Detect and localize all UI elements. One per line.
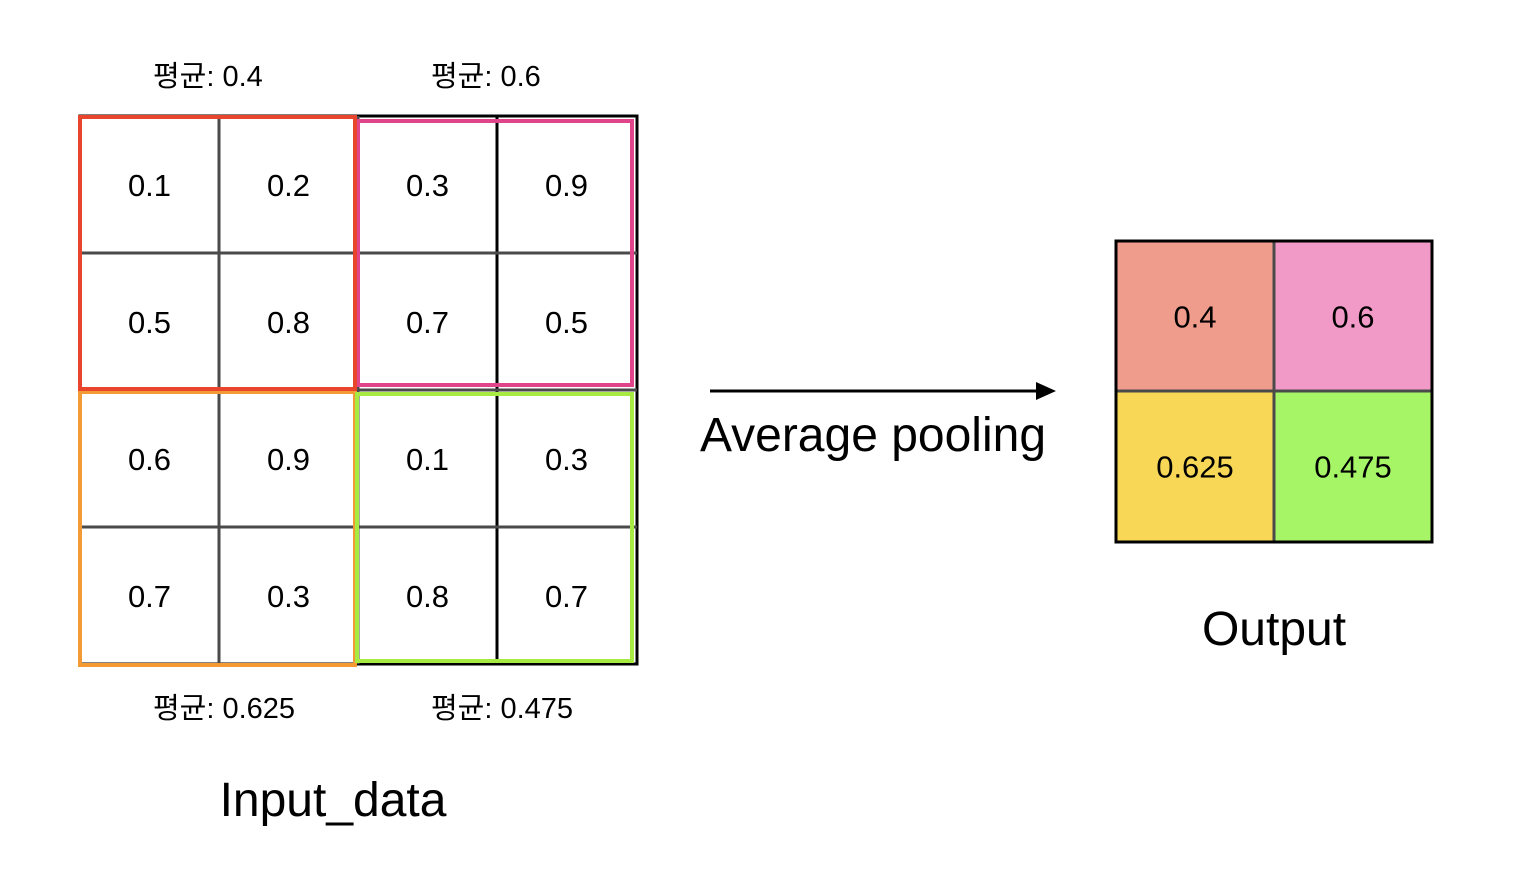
input-cell: 0.8 bbox=[406, 579, 449, 614]
input-cell: 0.3 bbox=[545, 442, 588, 477]
input-title: Input_data bbox=[220, 774, 447, 827]
output-cell-bg bbox=[1116, 241, 1274, 391]
pooling-arrow bbox=[710, 382, 1056, 400]
output-cell: 0.625 bbox=[1156, 450, 1234, 485]
input-cells: 0.1 0.2 0.3 0.9 0.5 0.8 0.7 0.5 0.6 0.9 … bbox=[128, 168, 588, 614]
average-label-bottom-left: 평균: 0.625 bbox=[153, 693, 295, 725]
output-cell-bg bbox=[1274, 391, 1432, 542]
input-cell: 0.5 bbox=[128, 305, 171, 340]
output-cell: 0.475 bbox=[1314, 450, 1392, 485]
output-title: Output bbox=[1202, 603, 1346, 656]
input-cell: 0.7 bbox=[545, 579, 588, 614]
output-cell-bg bbox=[1116, 391, 1274, 542]
input-cell: 0.5 bbox=[545, 305, 588, 340]
output-cell: 0.4 bbox=[1173, 300, 1216, 335]
average-label-bottom-right: 평균: 0.475 bbox=[431, 693, 573, 725]
pooling-window-top-right bbox=[356, 119, 634, 387]
pooling-windows bbox=[78, 115, 634, 667]
input-cell: 0.7 bbox=[406, 305, 449, 340]
input-cell: 0.3 bbox=[267, 579, 310, 614]
average-label-top-left: 평균: 0.4 bbox=[153, 61, 263, 93]
pooling-window-bottom-right bbox=[355, 392, 634, 663]
operation-label: Average pooling bbox=[700, 409, 1046, 462]
average-labels: 평균: 0.4 평균: 0.6 평균: 0.625 평균: 0.475 bbox=[153, 61, 573, 725]
output-cell-bg bbox=[1274, 241, 1432, 391]
output-grid-border bbox=[1114, 239, 1434, 544]
input-cell: 0.3 bbox=[406, 168, 449, 203]
input-cell: 0.1 bbox=[406, 442, 449, 477]
input-cell: 0.1 bbox=[128, 168, 171, 203]
input-cell: 0.8 bbox=[267, 305, 310, 340]
input-cell: 0.9 bbox=[545, 168, 588, 203]
arrow-head-icon bbox=[1036, 382, 1056, 400]
input-cell: 0.9 bbox=[267, 442, 310, 477]
pooling-window-top-left bbox=[78, 115, 357, 391]
average-label-top-right: 평균: 0.6 bbox=[431, 61, 541, 93]
output-cell: 0.6 bbox=[1331, 300, 1374, 335]
input-cell: 0.6 bbox=[128, 442, 171, 477]
output-grid: 0.4 0.6 0.625 0.475 bbox=[1114, 239, 1434, 544]
input-cell: 0.7 bbox=[128, 579, 171, 614]
input-cell: 0.2 bbox=[267, 168, 310, 203]
